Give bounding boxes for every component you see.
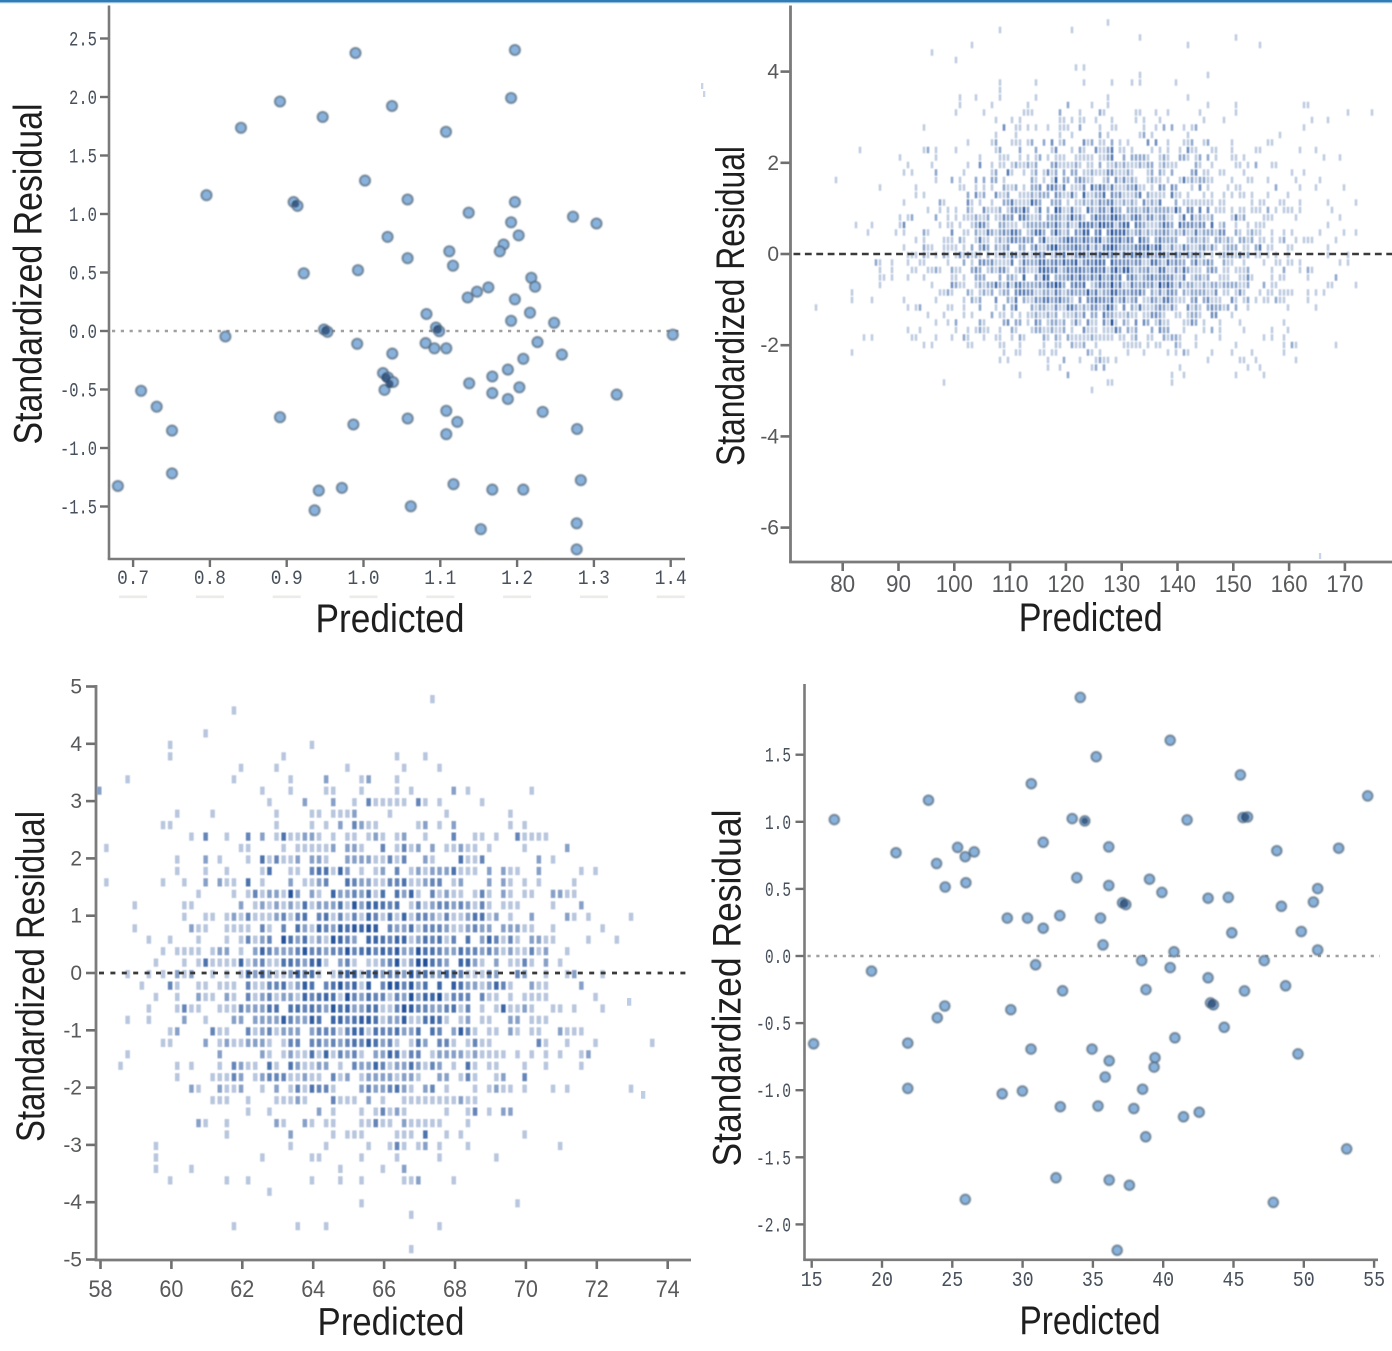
svg-text:130: 130 bbox=[1103, 571, 1140, 598]
svg-text:74: 74 bbox=[656, 1276, 680, 1303]
svg-text:Predicted: Predicted bbox=[316, 597, 465, 641]
svg-text:62: 62 bbox=[230, 1276, 254, 1303]
svg-text:-3: -3 bbox=[63, 1134, 82, 1157]
svg-text:35: 35 bbox=[1082, 1270, 1104, 1293]
svg-text:110: 110 bbox=[992, 571, 1029, 598]
svg-text:-1.5: -1.5 bbox=[756, 1148, 791, 1171]
svg-text:0.7: 0.7 bbox=[117, 568, 149, 591]
svg-text:30: 30 bbox=[1012, 1270, 1034, 1293]
svg-text:25: 25 bbox=[941, 1270, 963, 1293]
svg-text:40: 40 bbox=[1152, 1270, 1174, 1293]
svg-text:-5: -5 bbox=[63, 1249, 82, 1272]
svg-text:-2: -2 bbox=[760, 334, 779, 357]
svg-text:0.8: 0.8 bbox=[194, 568, 226, 591]
svg-text:1: 1 bbox=[70, 905, 82, 928]
svg-text:Standardized Residual: Standardized Residual bbox=[9, 811, 53, 1142]
svg-text:Standardized Residual: Standardized Residual bbox=[709, 146, 753, 466]
svg-text:58: 58 bbox=[89, 1276, 113, 1303]
svg-text:-4: -4 bbox=[760, 425, 779, 448]
svg-text:2: 2 bbox=[767, 152, 779, 175]
svg-text:1.4: 1.4 bbox=[655, 568, 687, 591]
svg-text:-1: -1 bbox=[63, 1019, 82, 1042]
svg-text:-1.5: -1.5 bbox=[60, 498, 97, 521]
svg-text:140: 140 bbox=[1159, 571, 1196, 598]
svg-text:0.9: 0.9 bbox=[271, 568, 303, 591]
svg-text:2.5: 2.5 bbox=[69, 30, 97, 53]
svg-text:-2: -2 bbox=[63, 1077, 82, 1100]
svg-text:45: 45 bbox=[1223, 1270, 1245, 1293]
svg-text:55: 55 bbox=[1363, 1270, 1385, 1293]
svg-text:0.0: 0.0 bbox=[765, 947, 791, 970]
svg-text:15: 15 bbox=[801, 1270, 823, 1293]
svg-text:120: 120 bbox=[1047, 571, 1084, 598]
svg-text:5: 5 bbox=[70, 676, 82, 699]
svg-text:-6: -6 bbox=[760, 517, 779, 540]
svg-text:-4: -4 bbox=[63, 1191, 82, 1214]
svg-text:-2.0: -2.0 bbox=[756, 1215, 791, 1238]
svg-text:90: 90 bbox=[886, 571, 911, 598]
svg-text:-0.5: -0.5 bbox=[60, 381, 97, 404]
svg-text:80: 80 bbox=[830, 571, 855, 598]
svg-text:-1.0: -1.0 bbox=[756, 1081, 791, 1104]
svg-text:4: 4 bbox=[767, 61, 779, 84]
svg-text:150: 150 bbox=[1215, 571, 1252, 598]
svg-text:Predicted: Predicted bbox=[1020, 1299, 1161, 1343]
svg-text:2.0: 2.0 bbox=[69, 88, 97, 111]
svg-text:Standardized Residual: Standardized Residual bbox=[706, 810, 750, 1167]
svg-text:170: 170 bbox=[1326, 571, 1363, 598]
svg-text:Standardized Residual: Standardized Residual bbox=[7, 104, 51, 445]
svg-text:4: 4 bbox=[70, 733, 82, 756]
svg-text:72: 72 bbox=[585, 1276, 609, 1303]
svg-text:Predicted: Predicted bbox=[1019, 596, 1163, 640]
svg-text:2: 2 bbox=[70, 847, 82, 870]
svg-text:0: 0 bbox=[767, 243, 779, 266]
svg-text:64: 64 bbox=[301, 1276, 325, 1303]
svg-text:3: 3 bbox=[70, 790, 82, 813]
svg-text:1.5: 1.5 bbox=[69, 147, 97, 170]
svg-text:0: 0 bbox=[70, 962, 82, 985]
svg-text:160: 160 bbox=[1271, 571, 1308, 598]
svg-text:100: 100 bbox=[936, 571, 973, 598]
svg-text:68: 68 bbox=[443, 1276, 467, 1303]
svg-text:66: 66 bbox=[372, 1276, 396, 1303]
svg-text:1.0: 1.0 bbox=[348, 568, 380, 591]
svg-text:0.5: 0.5 bbox=[765, 880, 791, 903]
svg-text:20: 20 bbox=[871, 1270, 893, 1293]
svg-text:1.1: 1.1 bbox=[424, 568, 456, 591]
svg-text:1.2: 1.2 bbox=[501, 568, 533, 591]
svg-text:-0.5: -0.5 bbox=[756, 1014, 791, 1037]
svg-text:1.3: 1.3 bbox=[578, 568, 610, 591]
svg-text:60: 60 bbox=[159, 1276, 183, 1303]
svg-text:Predicted: Predicted bbox=[318, 1301, 465, 1344]
svg-text:1.0: 1.0 bbox=[69, 205, 97, 228]
svg-text:-1.0: -1.0 bbox=[60, 439, 97, 462]
svg-text:1.5: 1.5 bbox=[765, 746, 791, 769]
svg-text:70: 70 bbox=[514, 1276, 538, 1303]
svg-text:0.5: 0.5 bbox=[69, 264, 97, 287]
svg-text:0.0: 0.0 bbox=[69, 322, 97, 345]
svg-text:1.0: 1.0 bbox=[765, 813, 791, 836]
svg-text:50: 50 bbox=[1293, 1270, 1315, 1293]
